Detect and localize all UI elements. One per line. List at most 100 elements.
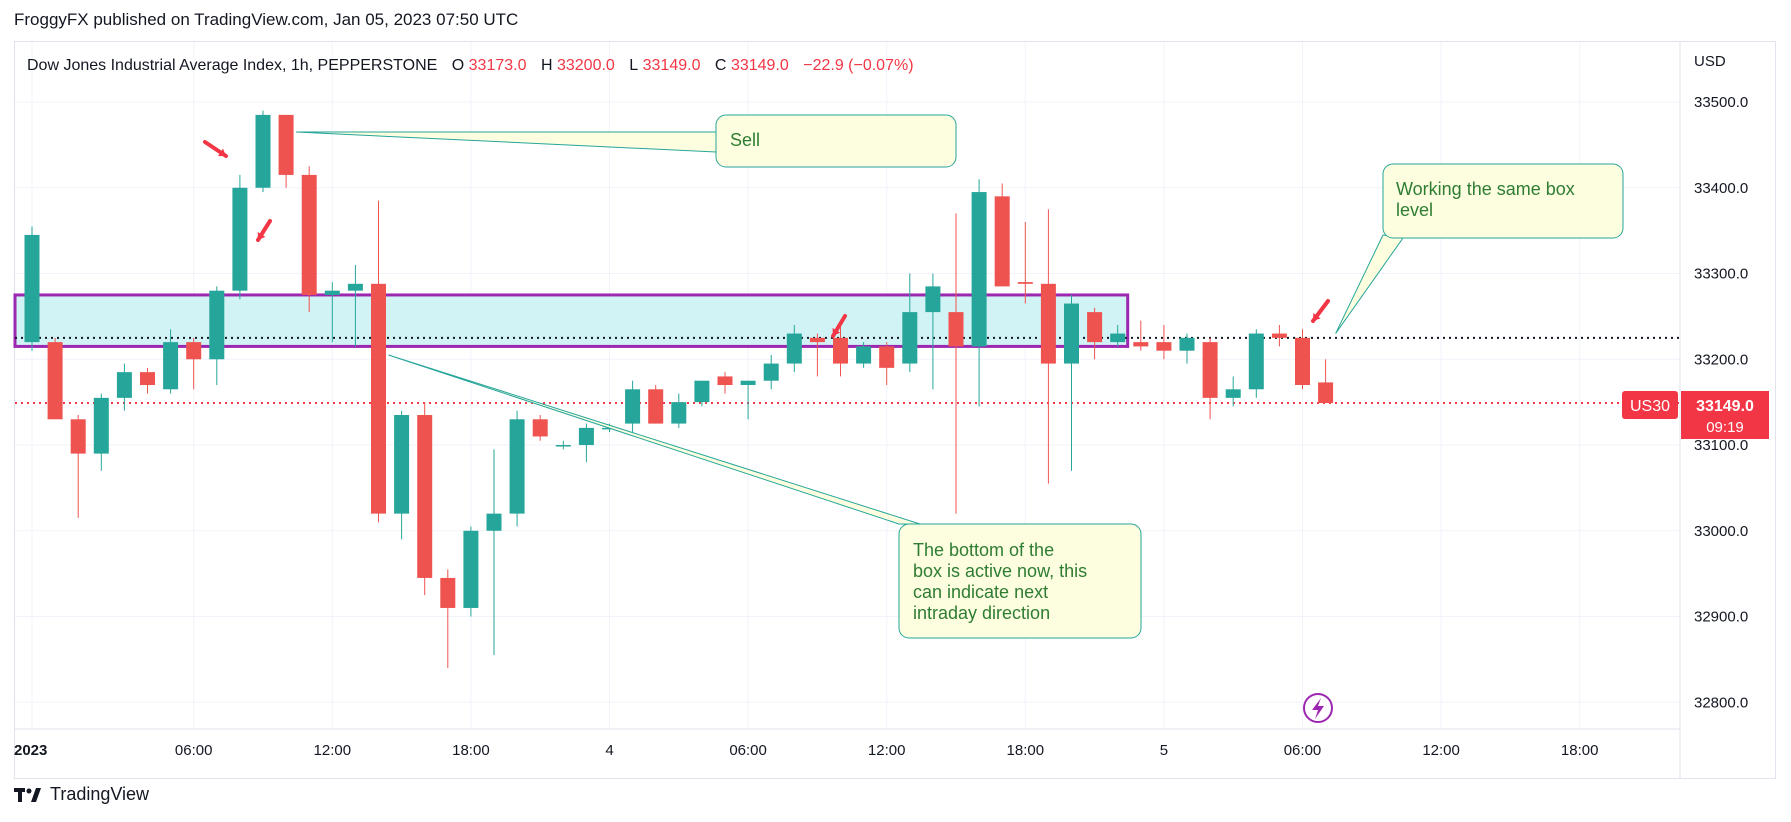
candle-body [1318,382,1334,404]
candles[interactable] [24,110,1334,668]
symbol-tag-bg [1622,391,1678,419]
time-tick-label: 18:00 [1007,742,1045,759]
candle [1271,324,1287,347]
price-axis[interactable]: 33500.0 33400.0 33300.0 33200.0 33100.0 33000… [1694,94,1748,711]
candle-body [440,577,456,608]
time-tick-label: 4 [605,742,613,759]
published-line: FroggyFX published on TradingView.com, J… [14,10,519,29]
arrow-head [1313,313,1321,321]
candle [555,440,571,450]
candle-body [371,283,386,514]
price-tag-countdown: 09:19 [1706,419,1744,436]
time-tick-label: 06:00 [1284,742,1322,759]
candle-body [232,187,248,291]
candle-body [140,372,155,385]
price-tag-bg [1681,391,1769,439]
candle [163,329,179,394]
candle [1225,376,1241,407]
candle [463,526,479,617]
candle-body [1040,283,1056,364]
annotation-text-line: The bottom of the [913,540,1054,560]
candle [440,569,456,668]
candle [1064,294,1079,471]
tradingview-logo[interactable]: TradingView [14,784,149,805]
candle-body [717,376,733,385]
annotation-text-line: level [1396,200,1433,220]
candle [1179,333,1195,364]
candle-body [1248,333,1264,390]
arrow-marker [256,219,272,242]
candle [140,367,155,394]
candle [925,273,941,390]
candle [994,183,1010,287]
legend-title: Dow Jones Industrial Average Index, 1h, … [27,57,437,74]
candle [1156,324,1172,360]
candle-body [47,342,63,420]
price-tick-label: 33400.0 [1694,180,1748,197]
candle [578,423,594,463]
candle [324,282,340,343]
annotation-box [898,523,1142,639]
candle [740,380,756,420]
candle [1087,307,1103,360]
candle [948,213,964,514]
candle-body [532,419,548,437]
candle [93,393,109,471]
candle-body [1202,342,1218,398]
candle-body [786,333,802,364]
svg-text:Dow Jones Industrial Average I: Dow Jones Industrial Average Index, 1h, … [27,57,914,74]
time-tick-label: 18:00 [1561,742,1599,759]
candle-body [209,290,225,360]
candle [717,372,733,394]
candle-body [879,346,895,368]
candle [47,337,63,420]
candle-body [971,192,987,347]
candle [417,402,433,596]
candle-body [578,427,594,446]
candle-body [763,363,779,381]
arrow-head [832,328,841,336]
candle-body [93,397,109,454]
candle [1318,359,1334,404]
price-tick-label: 33300.0 [1694,266,1748,283]
candle [486,449,502,656]
candle-body [625,389,641,424]
candle [833,324,848,377]
candle-body [186,342,202,360]
candle [70,415,86,518]
candle-body [486,513,502,531]
candle-body [555,445,571,447]
candle [24,226,40,351]
candle-body [694,380,710,403]
candle [186,337,202,390]
candle [879,342,895,385]
candle-body [925,286,941,313]
time-axis[interactable]: 2023 06:00 12:00 18:00 4 06:00 12:00 18:00 5 06:0… [14,742,1598,759]
candle [1295,329,1310,390]
time-tick-label: 12:00 [314,742,352,759]
legend-c-value: 33149.0 [731,57,789,74]
candle [694,380,710,407]
price-tags: US30 33149.0 09:19 [1622,391,1769,439]
candle-body [948,312,964,347]
price-tick-label: 32800.0 [1694,694,1748,711]
time-tick-label: 12:00 [868,742,906,759]
candle [232,174,248,300]
time-tick-label: 06:00 [175,742,213,759]
candle-body [1225,389,1241,398]
chart-frame[interactable] [14,41,1776,779]
candle-body [394,415,410,514]
candle-body [1179,337,1195,351]
candle-body [1110,333,1126,343]
candle [671,393,687,428]
candle [648,385,664,424]
time-tick-label: 18:00 [452,742,490,759]
candle-body [671,402,687,424]
candle [763,354,779,390]
lightning-icon[interactable] [1303,693,1333,723]
candle [394,410,410,540]
time-tick-label: 12:00 [1422,742,1460,759]
